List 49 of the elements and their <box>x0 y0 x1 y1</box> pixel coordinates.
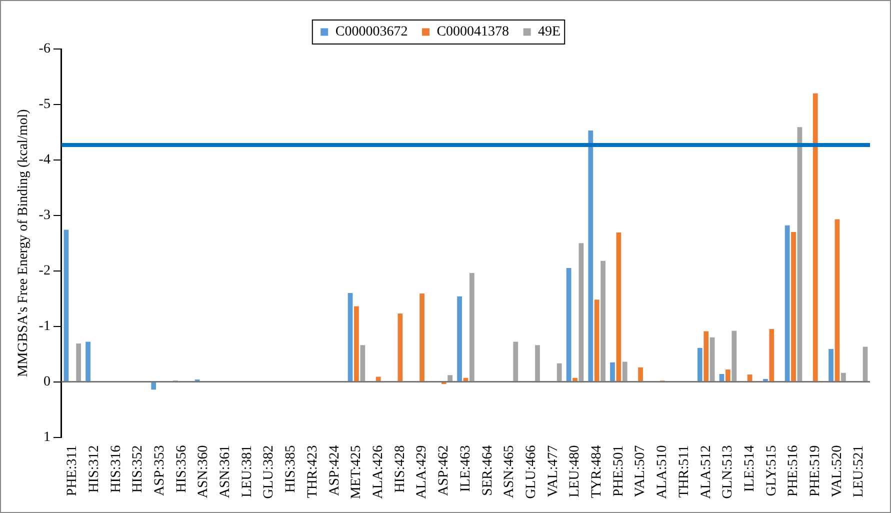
x-tick-label: SER:464 <box>480 445 496 496</box>
x-tick-label: LEU:381 <box>240 445 255 498</box>
x-tick-label: HIS:356 <box>174 445 190 493</box>
legend-label: C000003672 <box>335 24 408 40</box>
x-tick-label: ALA:510 <box>655 445 670 499</box>
y-tick-label: -3 <box>38 208 50 224</box>
x-tick-label: ALA:426 <box>370 445 386 499</box>
x-tick-label: VAL:507 <box>633 445 648 498</box>
x-tick-label: THR:423 <box>305 445 320 498</box>
y-tick-label: -1 <box>38 318 50 334</box>
x-tick-label: ASP:424 <box>327 445 342 496</box>
x-tick-label: HIS:352 <box>130 445 146 493</box>
x-tick-label: PHE:516 <box>786 445 802 497</box>
y-tick-label: 1 <box>43 430 50 445</box>
x-tick-label: LEU:521 <box>852 445 867 498</box>
x-tick-label: HIS:385 <box>284 445 299 493</box>
x-tick-label: THR:511 <box>676 445 692 498</box>
x-tick-label: PHE:311 <box>65 445 80 496</box>
x-tick-label: PHE:519 <box>808 445 824 497</box>
x-tick-label: HIS:316 <box>108 445 124 493</box>
x-tick-label: HIS:428 <box>392 445 408 493</box>
x-tick-label: TYR:484 <box>590 445 605 498</box>
x-tick-label: PHE:501 <box>611 445 626 497</box>
y-tick-label: -2 <box>38 264 50 279</box>
x-tick-label: ALA:512 <box>698 445 714 499</box>
x-tick-label: GLN:513 <box>720 445 736 499</box>
x-tick-label: GLU:466 <box>524 445 539 499</box>
x-tick-label: VAL:520 <box>830 445 845 498</box>
x-tick-label: MET:425 <box>349 445 364 500</box>
x-tick-label: ASN:465 <box>502 445 518 498</box>
x-tick-label: GLY:515 <box>764 445 780 496</box>
x-tick-label: ALA:429 <box>414 445 430 499</box>
y-tick-label: -4 <box>38 152 50 168</box>
legend-label: C000041378 <box>436 24 510 40</box>
x-tick-label: ILE:514 <box>742 445 758 492</box>
x-tick-label: ASP:353 <box>152 445 168 496</box>
y-tick-label: -5 <box>38 97 50 112</box>
x-tick-label: VAL:477 <box>546 445 561 498</box>
x-tick-label: ASP:462 <box>436 445 452 496</box>
y-tick-label: 0 <box>43 374 50 390</box>
legend-label: 49E <box>538 24 561 40</box>
x-tick-label: ILE:463 <box>458 445 474 492</box>
y-axis-title: MMGBSA's Free Energy of Binding (kcal/mol) <box>16 108 32 378</box>
y-tick-label: -6 <box>38 42 50 57</box>
x-tick-label: ASN:361 <box>218 445 234 498</box>
x-tick-label: ASN:360 <box>196 445 212 498</box>
x-tick-label: LEU:480 <box>568 445 583 498</box>
x-tick-label: GLU:382 <box>262 445 277 499</box>
x-tick-label: HIS:312 <box>86 445 102 493</box>
